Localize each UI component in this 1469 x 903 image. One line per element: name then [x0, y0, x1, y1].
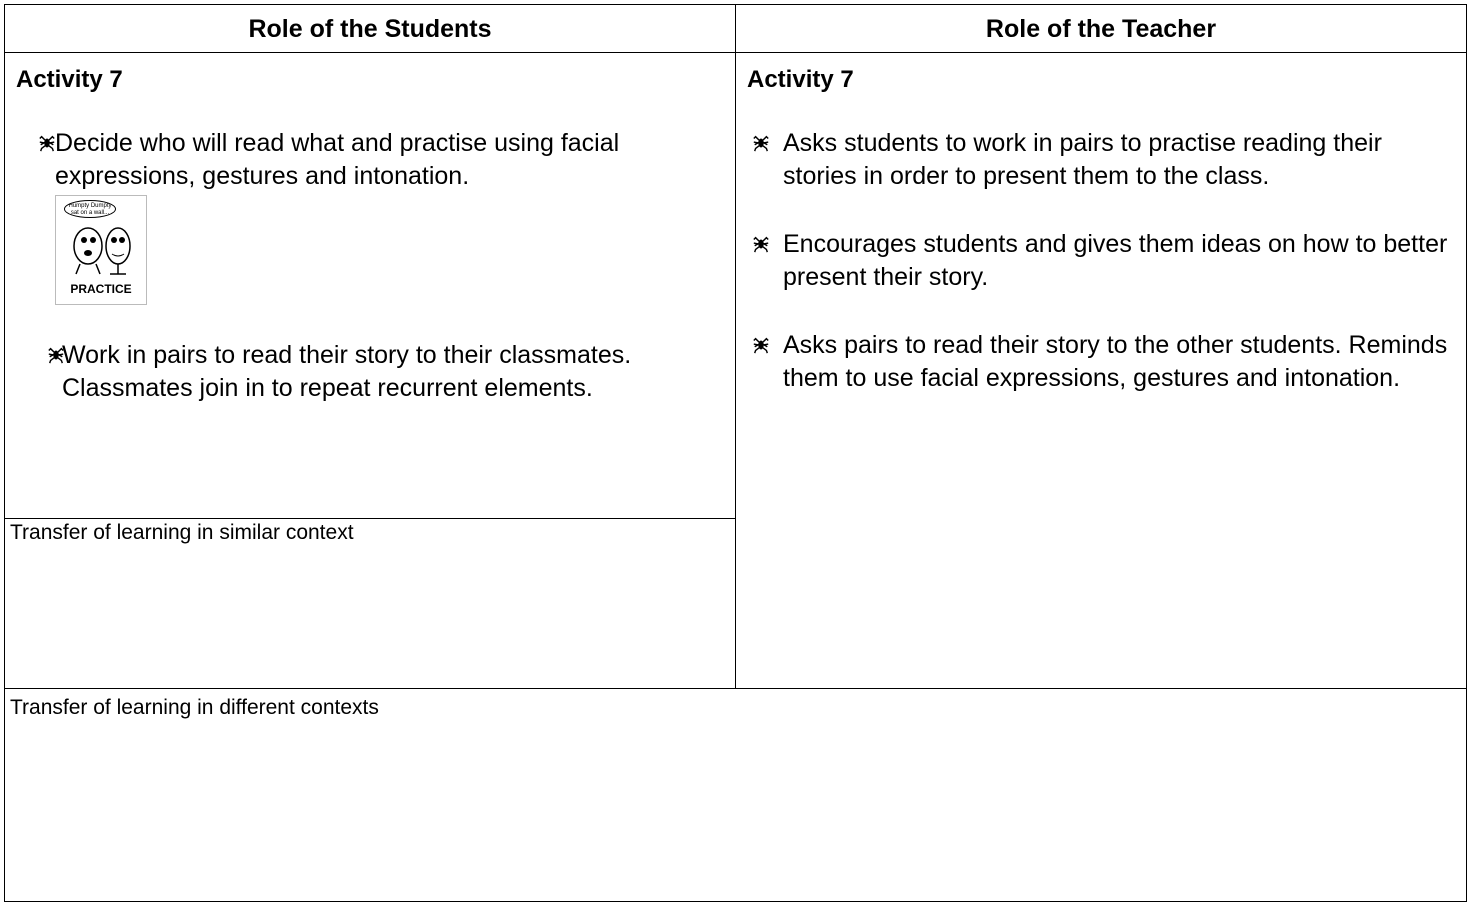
speech-bubble: Humpty Dumpty sat on a wall... — [64, 200, 116, 218]
activity-heading: Activity 7 — [16, 66, 123, 93]
bullet — [752, 235, 770, 253]
bullet — [752, 134, 770, 152]
image-caption: PRACTICE — [70, 282, 132, 296]
cell — [4, 688, 1467, 902]
header-title: Role of the Teacher — [985, 15, 1217, 43]
list-item: Asks pairs to read their story to the ot… — [783, 331, 1448, 392]
transfer-label: Transfer of learning in similar context — [10, 521, 354, 544]
list-item: Work in pairs to read their story to the… — [62, 341, 632, 402]
practice-image: Humpty Dumpty sat on a wall... PRACTICE — [55, 195, 147, 305]
activity-heading: Activity 7 — [747, 66, 854, 93]
illustration — [73, 227, 131, 275]
transfer-label: Transfer of learning in different contex… — [10, 696, 379, 719]
bullet — [38, 134, 56, 152]
bullet — [752, 336, 770, 354]
item-text: Decide who will read what and practise u… — [55, 129, 620, 190]
list-item: Encourages students and gives them ideas… — [783, 230, 1448, 291]
header-title: Role of the Students — [248, 15, 492, 43]
list-item: Decide who will read what and practise u… — [55, 127, 725, 193]
list-item: Asks students to work in pairs to practi… — [783, 129, 1382, 190]
